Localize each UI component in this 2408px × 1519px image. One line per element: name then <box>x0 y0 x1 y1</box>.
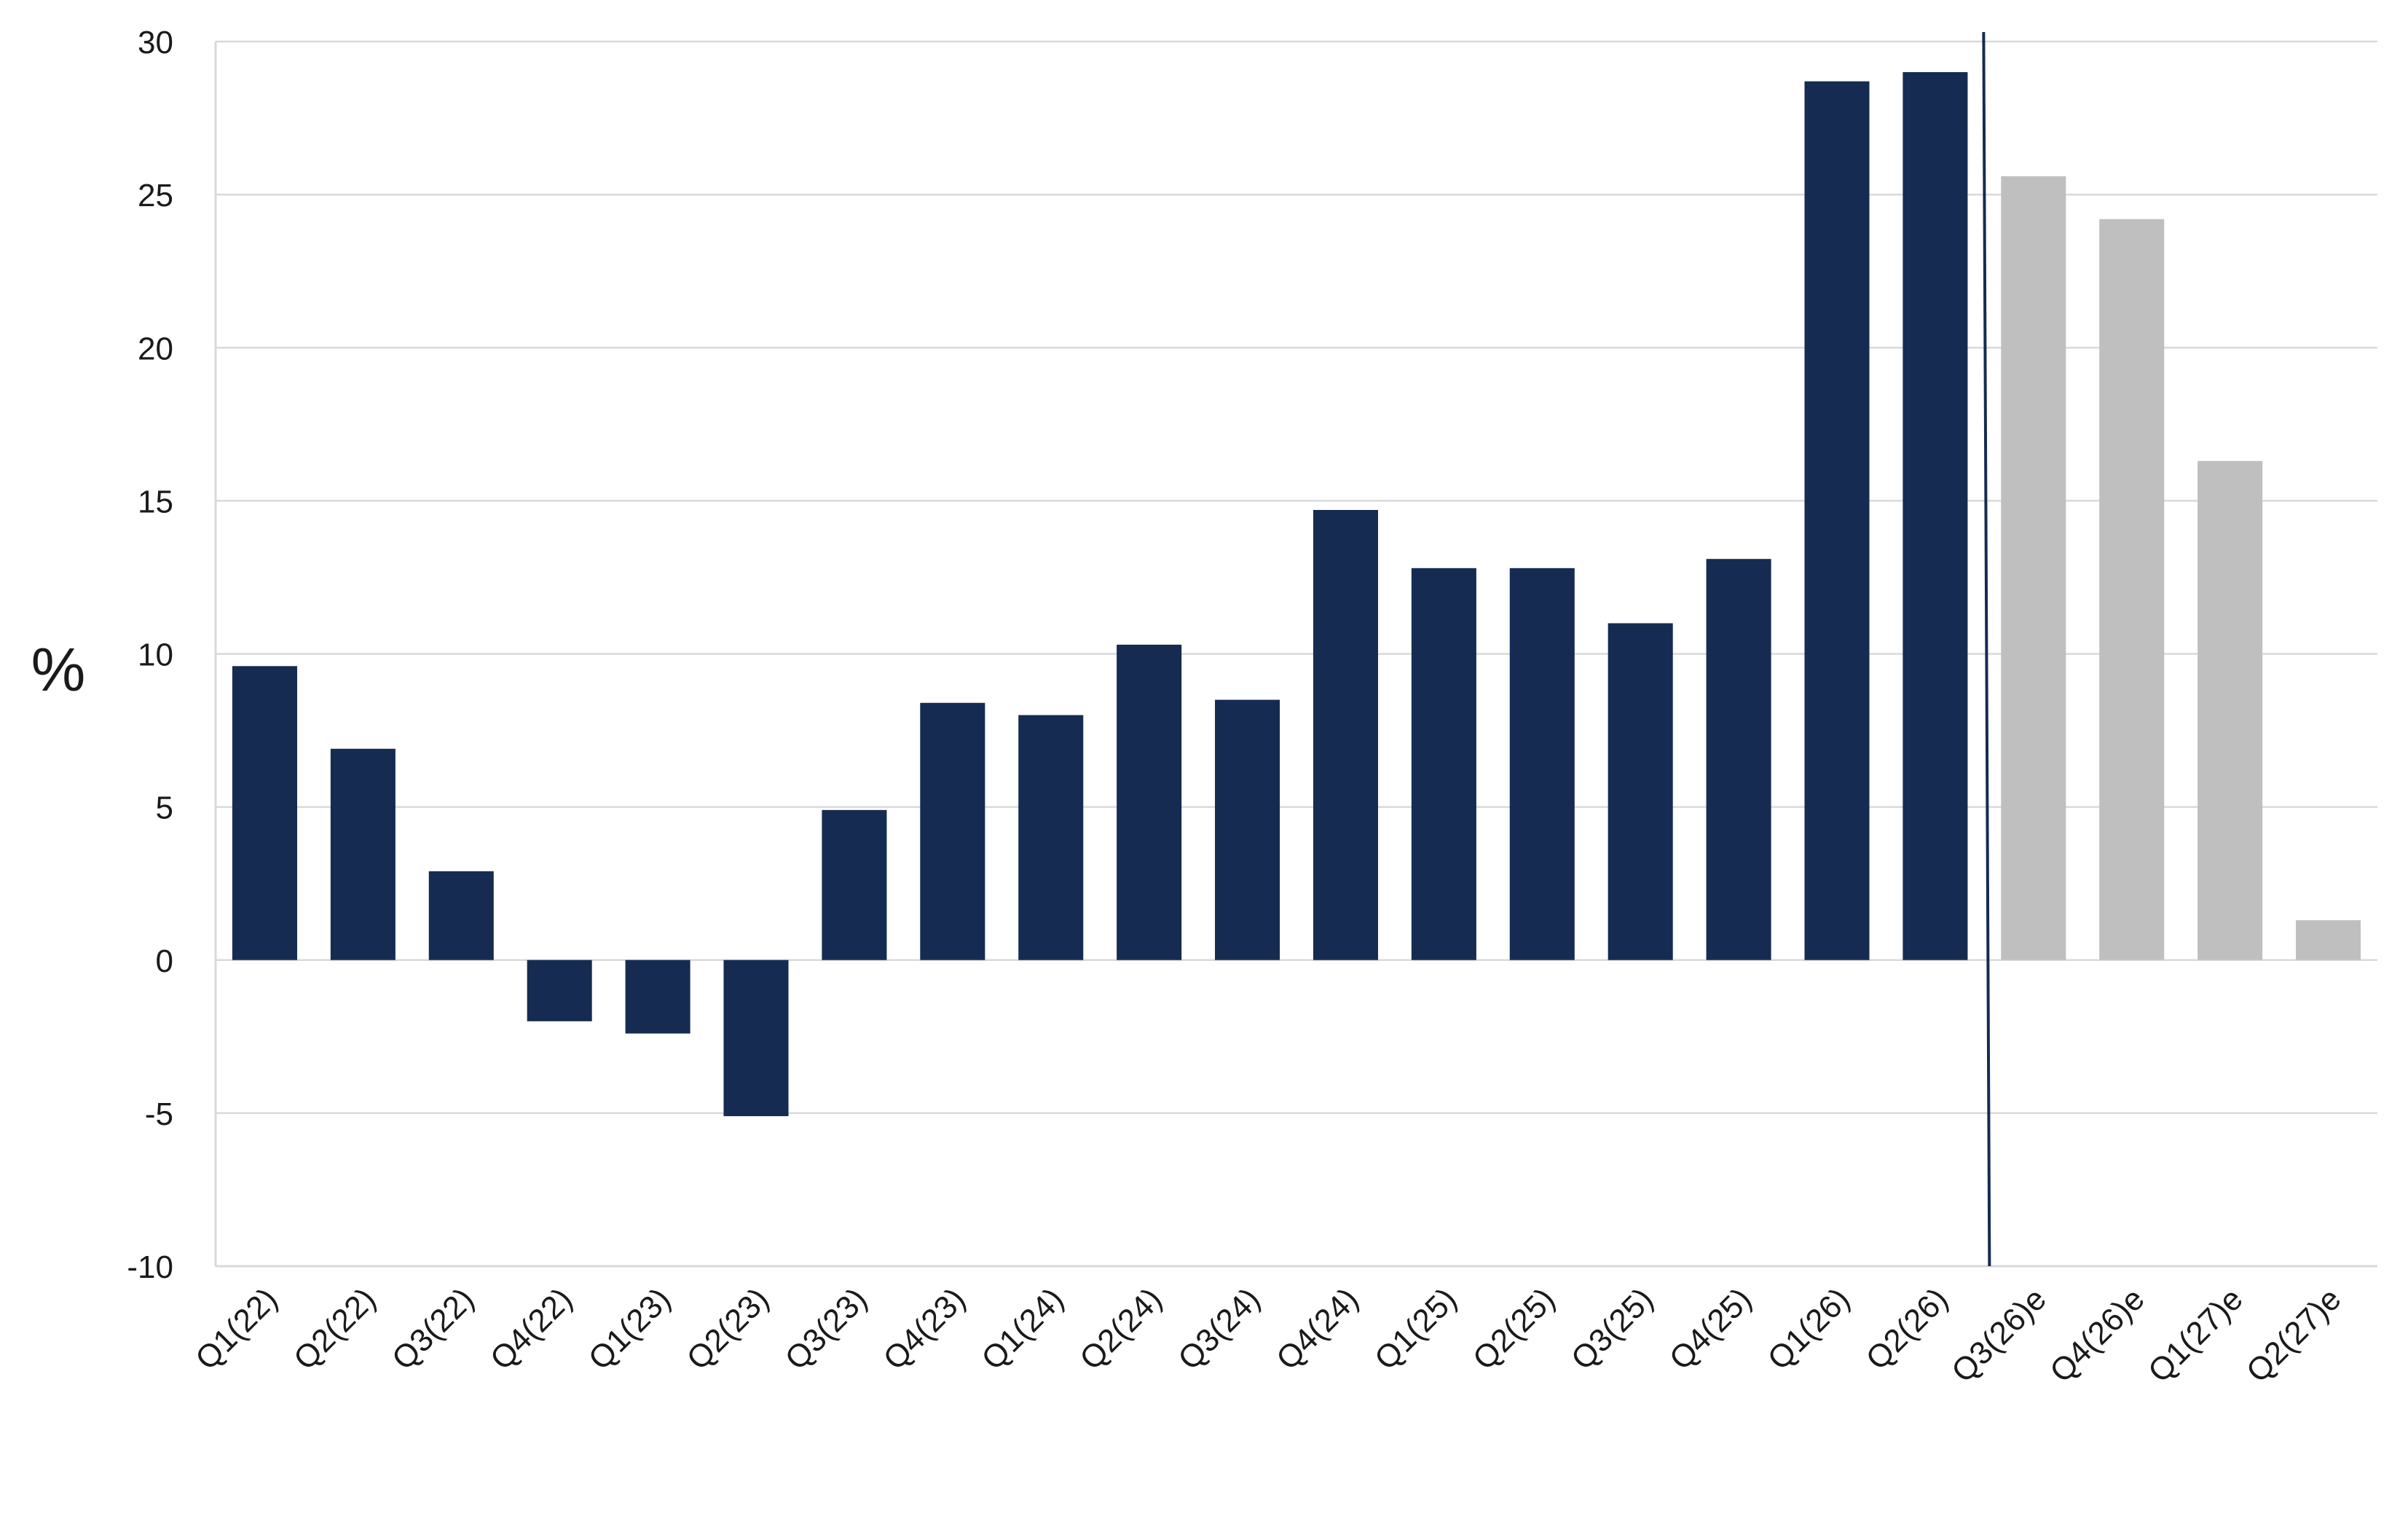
x-tick-label: Q1(23) <box>582 1281 677 1376</box>
bar-actual <box>625 959 690 1034</box>
bar-actual <box>428 871 494 960</box>
x-tick-labels: Q1(22) Q2(22) Q3(22) Q4(22) Q1(23) Q2(23) Q3(2… <box>189 1281 2348 1389</box>
x-tick-label: Q2(26) <box>1859 1281 1954 1376</box>
bars-layer <box>232 72 2361 1117</box>
bar-actual <box>1509 568 1575 960</box>
x-tick-label: Q4(26)e <box>2043 1281 2152 1389</box>
y-tick-label: 30 <box>138 25 173 60</box>
bar-actual <box>1313 509 1378 960</box>
x-tick-label: Q3(23) <box>778 1281 873 1376</box>
x-tick-label: Q2(25) <box>1466 1281 1562 1376</box>
y-axis-label: % <box>31 635 86 704</box>
x-tick-label: Q3(22) <box>385 1281 481 1376</box>
x-tick-label: Q2(22) <box>287 1281 382 1376</box>
x-tick-label: Q2(27)e <box>2240 1281 2348 1389</box>
forecast-divider-line <box>1982 31 1991 1267</box>
x-tick-label: Q4(23) <box>876 1281 972 1376</box>
bar-estimate <box>2198 460 2263 960</box>
y-tick-label: 10 <box>138 637 173 673</box>
bar-actual <box>1903 72 1968 960</box>
y-tick-label: 25 <box>138 178 173 213</box>
bar-actual <box>1608 623 1673 960</box>
bar-actual <box>1804 81 1870 960</box>
bar-actual <box>920 702 985 960</box>
x-tick-label: Q1(22) <box>189 1281 284 1376</box>
y-tick-label: 15 <box>138 484 173 519</box>
y-tick-label: -5 <box>145 1096 173 1132</box>
x-tick-label: Q1(27)e <box>2141 1281 2250 1389</box>
bar-estimate <box>2296 920 2361 960</box>
bar-actual <box>822 809 887 960</box>
bar-actual <box>232 666 297 960</box>
x-tick-label: Q2(23) <box>680 1281 776 1376</box>
axis-layer <box>214 31 2377 1268</box>
x-tick-label: Q1(24) <box>975 1281 1070 1376</box>
x-tick-label: Q1(26) <box>1761 1281 1857 1376</box>
bar-actual <box>1117 644 1182 960</box>
y-tick-label: 5 <box>156 790 173 826</box>
bar-actual <box>1215 699 1280 960</box>
x-tick-label: Q3(26)e <box>1945 1281 2053 1389</box>
bar-estimate <box>2099 219 2165 960</box>
bar-actual <box>723 959 789 1117</box>
bar-actual <box>330 748 396 960</box>
bar-actual <box>1018 715 1084 960</box>
bar-actual <box>1706 559 1771 960</box>
y-tick-label: 20 <box>138 331 173 366</box>
y-tick-labels: -10 -5 0 5 10 15 20 25 30 <box>127 25 173 1285</box>
x-tick-label: Q3(24) <box>1171 1281 1267 1376</box>
x-tick-label: Q1(25) <box>1368 1281 1463 1376</box>
bar-actual <box>1411 568 1476 960</box>
bar-actual <box>527 959 592 1021</box>
y-tick-label: 0 <box>156 943 173 979</box>
x-tick-label: Q2(24) <box>1073 1281 1168 1376</box>
x-tick-label: Q4(22) <box>484 1281 579 1376</box>
bar-estimate <box>2001 176 2066 960</box>
y-tick-label: -10 <box>127 1249 173 1285</box>
x-tick-label: Q3(25) <box>1565 1281 1660 1376</box>
x-tick-label: Q4(25) <box>1663 1281 1758 1376</box>
x-tick-label: Q4(24) <box>1270 1281 1365 1376</box>
